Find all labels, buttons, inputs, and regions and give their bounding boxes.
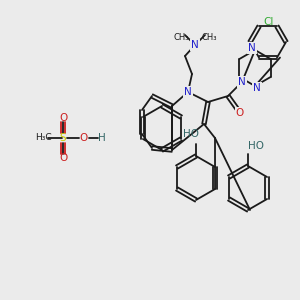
Text: HO: HO — [248, 141, 264, 151]
Text: O: O — [80, 133, 88, 143]
Text: CH₃: CH₃ — [201, 32, 217, 41]
Text: N: N — [191, 40, 199, 50]
Text: O: O — [59, 153, 67, 163]
Text: N: N — [184, 87, 192, 97]
Text: N: N — [248, 43, 256, 53]
Text: O: O — [59, 113, 67, 123]
Text: O: O — [236, 108, 244, 118]
Text: H: H — [98, 133, 106, 143]
Text: S: S — [60, 133, 66, 143]
Text: N: N — [253, 83, 261, 93]
Text: N: N — [238, 77, 246, 87]
Text: CH₃: CH₃ — [173, 32, 189, 41]
Text: HO: HO — [183, 129, 199, 139]
Text: H₃C: H₃C — [35, 134, 51, 142]
Text: Cl: Cl — [264, 17, 274, 27]
